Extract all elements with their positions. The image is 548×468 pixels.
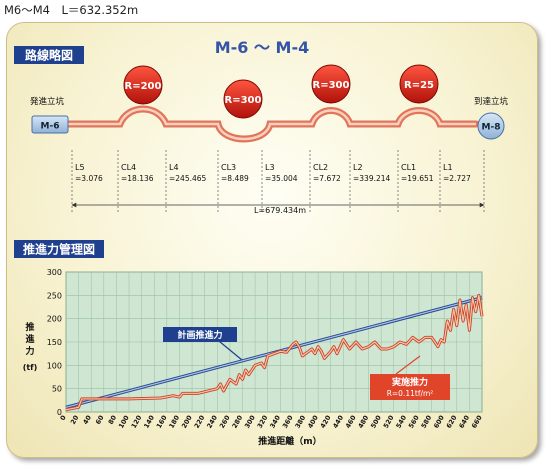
segment-name: L5 bbox=[75, 163, 85, 172]
x-tick-label: 480 bbox=[357, 414, 371, 430]
segment-length: =7.672 bbox=[313, 174, 341, 183]
y-label-char-2: 進 bbox=[25, 333, 35, 345]
segment-length: =339.214 bbox=[353, 174, 391, 183]
actual-label: 実施推力 bbox=[392, 376, 428, 388]
x-tick-label: 500 bbox=[369, 414, 383, 430]
y-tick-label: 100 bbox=[47, 361, 62, 370]
y-tick-label: 0 bbox=[57, 408, 62, 417]
segment-name: L1 bbox=[443, 163, 453, 172]
x-tick-label: 20 bbox=[69, 414, 81, 426]
start-shaft-box bbox=[31, 115, 69, 134]
x-tick-label: 140 bbox=[142, 414, 156, 430]
y-label-unit: (tf) bbox=[23, 363, 38, 372]
segment-name: CL1 bbox=[401, 163, 416, 172]
x-tick-label: 320 bbox=[256, 414, 270, 430]
start-shaft-label: 発進立坑 bbox=[30, 96, 65, 107]
segment-length: =3.076 bbox=[75, 174, 103, 183]
y-tick-label: 300 bbox=[47, 268, 62, 277]
x-tick-label: 80 bbox=[107, 414, 119, 426]
y-tick-label: 200 bbox=[47, 315, 62, 324]
curve-ball-3 bbox=[311, 64, 351, 104]
x-tick-label: 660 bbox=[470, 414, 484, 430]
thrust-section-title-box bbox=[14, 240, 104, 258]
segment-name: CL3 bbox=[221, 163, 236, 172]
x-tick-label: 240 bbox=[205, 414, 219, 430]
x-tick-label: 380 bbox=[294, 414, 308, 430]
y-tick-labels: 0 50 100 150 200 250 300 bbox=[47, 268, 62, 417]
x-tick-label: 40 bbox=[81, 414, 93, 426]
route-main-title: M-6 ～ M-4 bbox=[215, 38, 310, 57]
x-tick-label: 100 bbox=[117, 414, 131, 430]
x-tick-label: 60 bbox=[94, 414, 106, 426]
x-tick-label: 160 bbox=[155, 414, 169, 430]
x-tick-label: 360 bbox=[281, 414, 295, 430]
actual-sub-label: R=0.11tf/m² bbox=[387, 389, 434, 398]
total-length-label: L=679.434m bbox=[254, 206, 306, 215]
curve-label-3: R=300 bbox=[313, 80, 350, 91]
x-tick-label: 620 bbox=[445, 414, 459, 430]
segment-name: CL2 bbox=[313, 163, 328, 172]
route-section-title: 路線略図 bbox=[25, 48, 73, 63]
x-tick-label: 580 bbox=[420, 414, 434, 430]
segment-name: L3 bbox=[265, 163, 275, 172]
route-section-title-box bbox=[14, 46, 84, 64]
planned-label: 計画推進力 bbox=[177, 329, 222, 341]
pipe-route-highlight bbox=[62, 107, 476, 141]
segment-name: CL4 bbox=[121, 163, 136, 172]
actual-callout-line bbox=[395, 355, 421, 375]
x-tick-label: 260 bbox=[218, 414, 232, 430]
y-label-char-1: 推 bbox=[25, 321, 34, 333]
end-shaft-label: 到達立坑 bbox=[474, 96, 509, 107]
thrust-section-title: 推進力管理図 bbox=[23, 242, 95, 257]
start-shaft-name: M-6 bbox=[41, 122, 60, 132]
segment-length: =19.651 bbox=[401, 174, 434, 183]
x-tick-label: 300 bbox=[243, 414, 257, 430]
y-label-char-3: 力 bbox=[25, 345, 34, 357]
segment-length: =35.004 bbox=[265, 174, 298, 183]
segment-labels: L5 =3.076 CL4 =18.136 L4 =245.465 CL3 =8.489 L3 =… bbox=[75, 163, 471, 183]
x-tick-label: 220 bbox=[193, 414, 207, 430]
x-tick-label: 200 bbox=[180, 414, 194, 430]
x-tick-label: 420 bbox=[319, 414, 333, 430]
x-tick-label: 460 bbox=[344, 414, 358, 430]
curve-label-1: R=200 bbox=[125, 81, 162, 92]
actual-series-highlight bbox=[65, 294, 483, 411]
segment-name: L2 bbox=[353, 163, 363, 172]
curve-label-2: R=300 bbox=[225, 95, 262, 106]
x-tick-label: 180 bbox=[167, 414, 181, 430]
curve-ball-2 bbox=[223, 79, 263, 119]
y-tick-label: 150 bbox=[47, 338, 62, 347]
curve-label-4: R=25 bbox=[404, 80, 434, 91]
plot-series bbox=[65, 293, 484, 412]
segment-length: =2.727 bbox=[443, 174, 471, 183]
end-shaft-circle bbox=[477, 112, 505, 140]
x-tick-label: 280 bbox=[230, 414, 244, 430]
planned-label-box bbox=[163, 327, 237, 342]
x-tick-label: 560 bbox=[407, 414, 421, 430]
page-caption: M6～M4 L＝632.352m bbox=[4, 3, 139, 17]
x-axis-label: 推進距離（m） bbox=[258, 435, 321, 447]
x-tick-label: 640 bbox=[457, 414, 471, 430]
x-tick-label: 520 bbox=[382, 414, 396, 430]
y-tick-label: 250 bbox=[47, 291, 62, 300]
x-tick-labels: 0 20 40 60 801001201401601802002202402602803… bbox=[59, 414, 484, 430]
x-tick-label: 340 bbox=[268, 414, 282, 430]
x-tick-label: 0 bbox=[59, 414, 68, 422]
segment-length: =245.465 bbox=[169, 174, 207, 183]
actual-label-box bbox=[370, 374, 450, 400]
curve-ball-1 bbox=[123, 65, 163, 105]
y-tick-label: 50 bbox=[52, 385, 62, 394]
segment-length: =18.136 bbox=[121, 174, 154, 183]
curve-ball-4 bbox=[399, 64, 439, 104]
end-shaft-name: M-8 bbox=[482, 123, 501, 133]
x-tick-label: 540 bbox=[394, 414, 408, 430]
x-tick-label: 120 bbox=[130, 414, 144, 430]
x-tick-label: 400 bbox=[306, 414, 320, 430]
x-tick-label: 600 bbox=[432, 414, 446, 430]
segment-name: L4 bbox=[169, 163, 179, 172]
segment-length: =8.489 bbox=[221, 174, 249, 183]
x-tick-label: 440 bbox=[331, 414, 345, 430]
